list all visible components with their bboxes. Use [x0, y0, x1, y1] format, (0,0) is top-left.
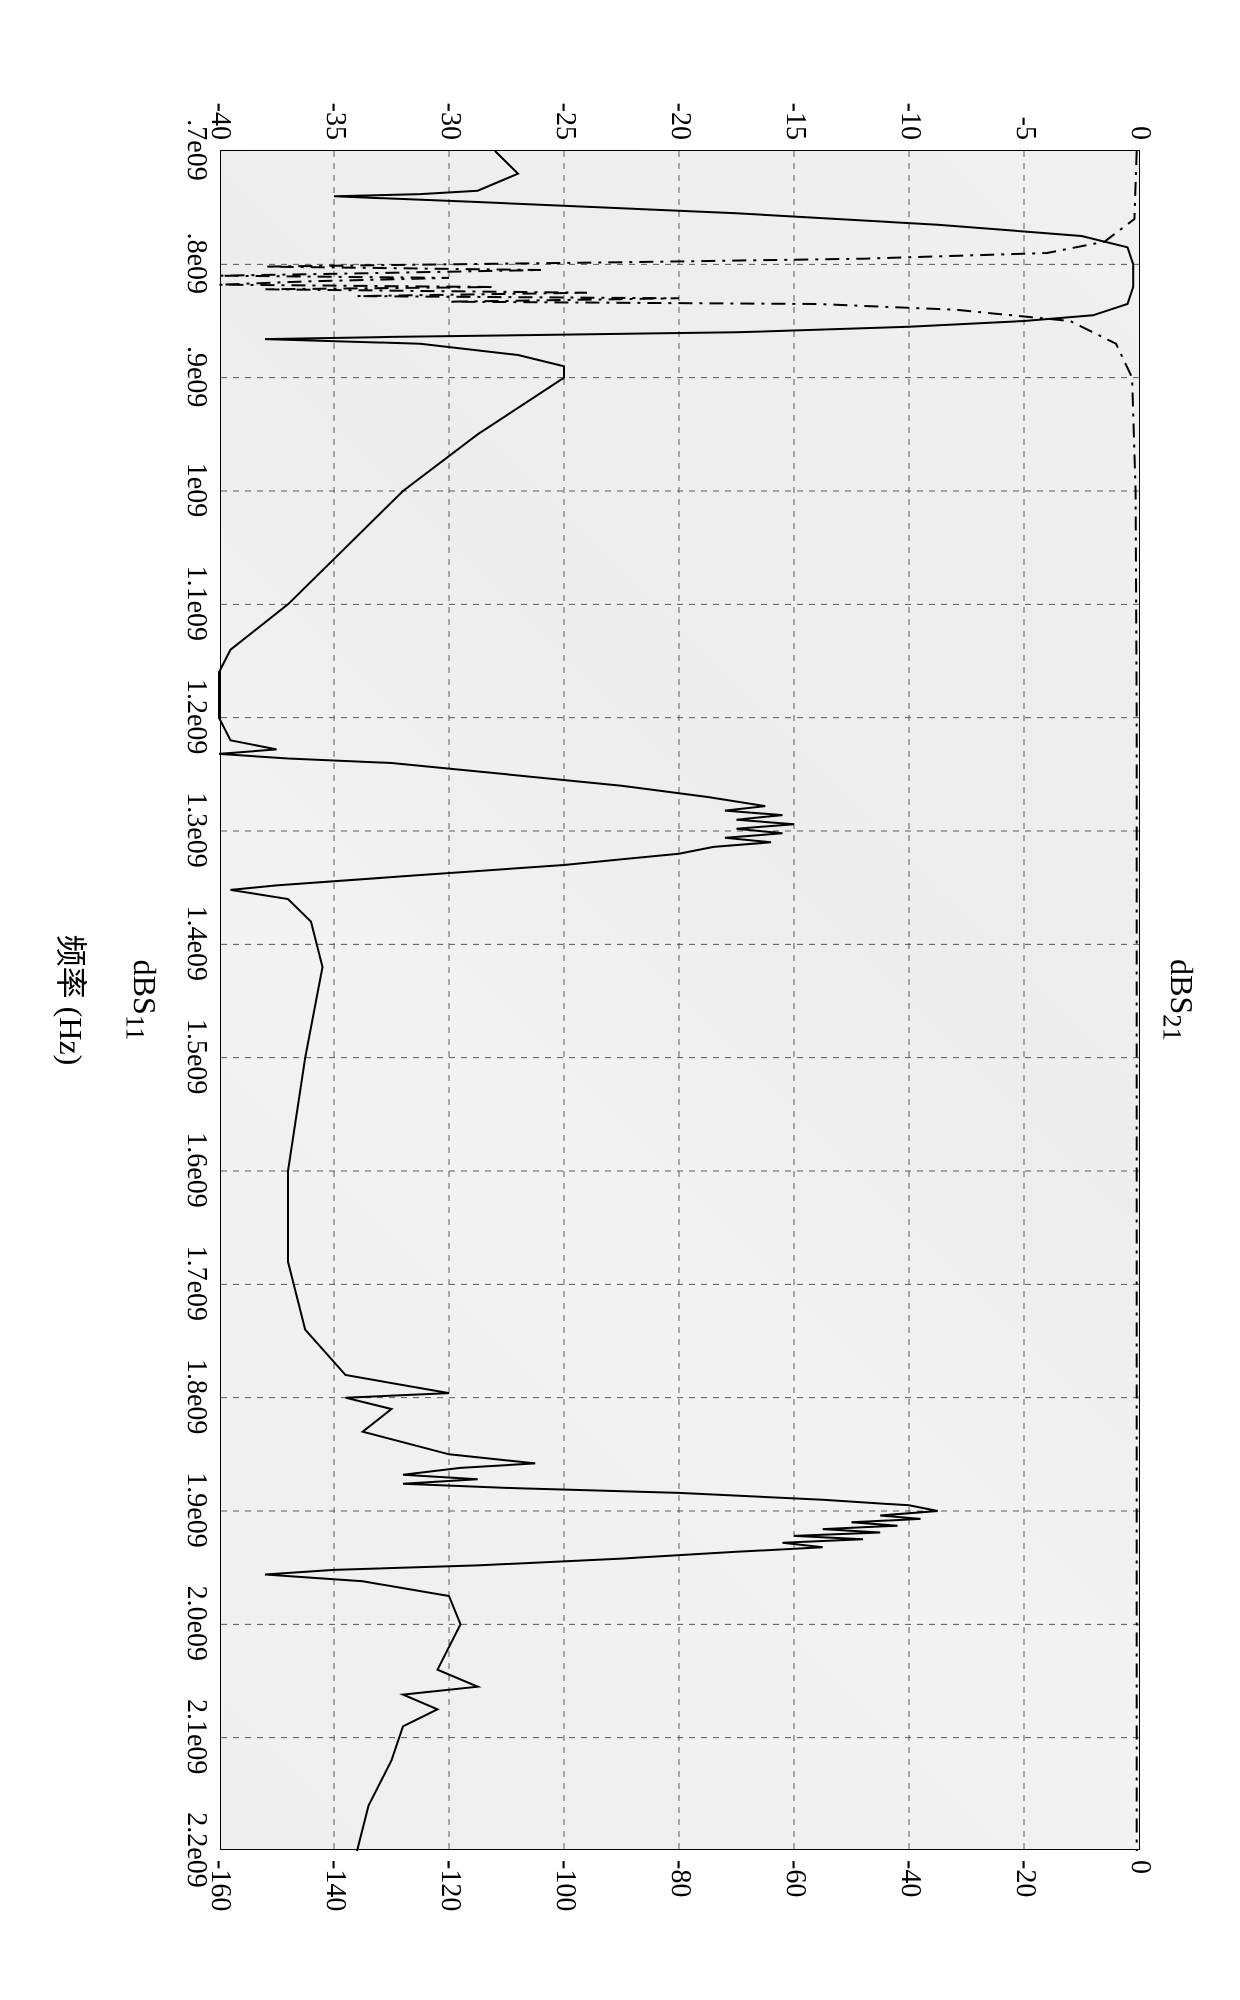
y-left-axis-label: dBS11 [120, 960, 163, 1041]
series-S21 [219, 151, 1133, 1851]
x-tick-label: 1.4e09 [180, 906, 212, 981]
y-left-tick-label: -35 [319, 20, 351, 140]
x-tick-label: .9e09 [180, 346, 212, 407]
page: dBS21 dBS11 频率 (Hz) 0-5-10-15-20-25-30-3… [0, 0, 1240, 2000]
x-tick-label: 1.1e09 [180, 566, 212, 641]
y-left-tick-label: -10 [894, 20, 926, 140]
x-tick-label: 1.6e09 [180, 1132, 212, 1207]
y-right-tick-label: -20 [1009, 1860, 1041, 1980]
x-tick-label: 1.8e09 [180, 1359, 212, 1434]
y-left-tick-label: -15 [779, 20, 811, 140]
y-left-tick-label: -25 [549, 20, 581, 140]
y-left-tick-label: -20 [664, 20, 696, 140]
x-tick-label: 1.3e09 [180, 792, 212, 867]
x-tick-label: 2.1e09 [180, 1699, 212, 1774]
y-right-tick-label: -40 [894, 1860, 926, 1980]
y-right-label-text: dBS [1164, 959, 1200, 1014]
x-tick-label: 2.0e09 [180, 1586, 212, 1661]
y-right-tick-label: -120 [434, 1860, 466, 1980]
y-right-tick-label: -80 [664, 1860, 696, 1980]
chart-container: dBS21 dBS11 频率 (Hz) 0-5-10-15-20-25-30-3… [30, 20, 1210, 1980]
x-axis-label: 频率 (Hz) [50, 935, 96, 1066]
y-left-tick-label: -5 [1009, 20, 1041, 140]
x-tick-label: 1.5e09 [180, 1019, 212, 1094]
y-right-label-sub: 21 [1158, 1014, 1188, 1041]
y-right-tick-label: -100 [549, 1860, 581, 1980]
y-left-label-text: dBS [127, 960, 163, 1015]
x-tick-label: 1.2e09 [180, 679, 212, 754]
x-tick-label: 1e09 [180, 463, 212, 517]
x-tick-label: .8e09 [180, 233, 212, 294]
y-right-tick-label: -60 [779, 1860, 811, 1980]
x-tick-label: 2.2e09 [180, 1812, 212, 1887]
x-tick-label: 1.9e09 [180, 1472, 212, 1547]
y-right-tick-label: 0 [1124, 1860, 1156, 1980]
y-right-axis-label: dBS21 [1157, 959, 1200, 1041]
x-tick-label: .7e09 [180, 119, 212, 180]
y-left-label-sub: 11 [121, 1015, 151, 1041]
plot-area [220, 150, 1140, 1850]
y-left-tick-label: -30 [434, 20, 466, 140]
series-S11 [219, 151, 1137, 1851]
y-left-tick-label: 0 [1124, 20, 1156, 140]
y-right-tick-label: -140 [319, 1860, 351, 1980]
x-tick-label: 1.7e09 [180, 1246, 212, 1321]
series-svg [221, 151, 1139, 1849]
